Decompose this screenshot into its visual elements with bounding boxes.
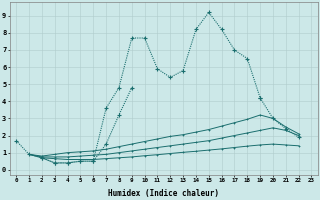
X-axis label: Humidex (Indice chaleur): Humidex (Indice chaleur)	[108, 189, 220, 198]
